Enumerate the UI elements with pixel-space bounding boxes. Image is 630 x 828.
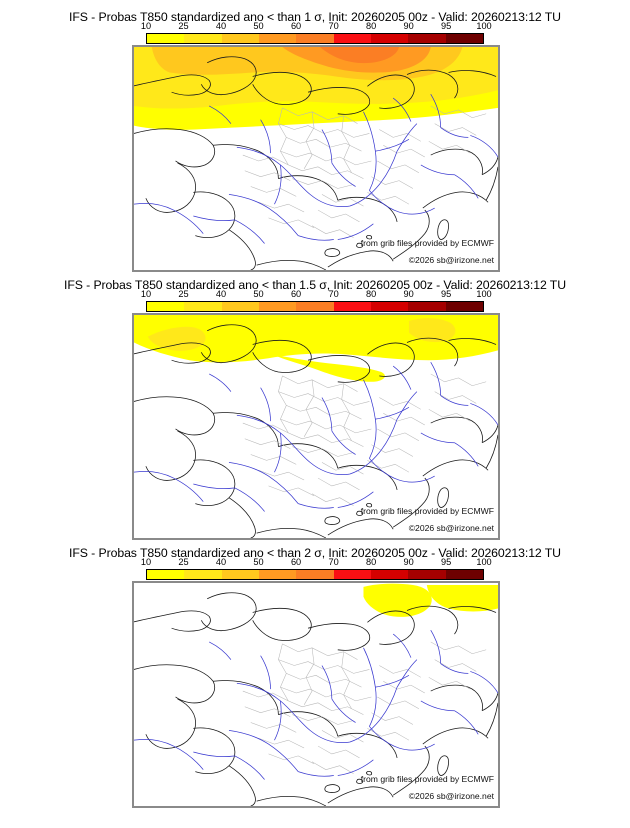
colorbar-tick-60: 60 bbox=[290, 289, 302, 299]
colorbar-swatch-8 bbox=[445, 302, 483, 311]
map-canvas-2[interactable]: from grib files provided by ECMWF ©2026 … bbox=[132, 313, 500, 540]
colorbar-swatch-6 bbox=[370, 570, 409, 579]
colorbar-swatch-1 bbox=[184, 570, 222, 579]
credit-copyright: ©2026 sb@irizone.net bbox=[408, 523, 494, 533]
colorbar-tick-100: 100 bbox=[476, 289, 492, 299]
colorbar-swatch-0 bbox=[147, 570, 185, 579]
colorbar-tick-95: 95 bbox=[441, 289, 452, 299]
colorbar-tick-100: 100 bbox=[476, 21, 492, 31]
colorbar-tick-70: 70 bbox=[328, 557, 339, 567]
colorbar-swatch-7 bbox=[408, 302, 446, 311]
colorbar-swatch-4 bbox=[296, 570, 334, 579]
colorbar-gradient bbox=[146, 33, 484, 44]
colorbar-tick-40: 40 bbox=[215, 557, 227, 567]
colorbar-tick-100: 100 bbox=[476, 557, 492, 567]
colorbar-swatch-5 bbox=[333, 34, 371, 43]
colorbar-swatch-0 bbox=[147, 34, 185, 43]
probability-shading-1 bbox=[134, 47, 498, 130]
panel-title: IFS - Probas T850 standardized ano < tha… bbox=[69, 546, 561, 560]
colorbar-tick-40: 40 bbox=[215, 21, 227, 31]
colorbar-swatch-6 bbox=[370, 302, 409, 311]
colorbar-swatch-1 bbox=[184, 302, 222, 311]
colorbar-tick-50: 50 bbox=[253, 21, 264, 31]
colorbar-tick-90: 90 bbox=[403, 557, 414, 567]
colorbar-swatch-7 bbox=[408, 34, 446, 43]
colorbar-swatch-3 bbox=[258, 570, 297, 579]
colorbar-tick-labels: 10 25 40 50 60 70 80 90 95 100 bbox=[141, 289, 492, 300]
coastline-layer-1 bbox=[134, 56, 498, 270]
credit-copyright: ©2026 sb@irizone.net bbox=[408, 791, 494, 801]
colorbar-swatch-5 bbox=[333, 302, 371, 311]
probability-shading-2 bbox=[134, 315, 498, 382]
colorbar-tick-80: 80 bbox=[365, 557, 377, 567]
island-layer-3 bbox=[324, 755, 449, 793]
colorbar-tick-10: 10 bbox=[140, 557, 152, 567]
colorbar-tick-70: 70 bbox=[328, 289, 339, 299]
colorbar-tick-25: 25 bbox=[178, 557, 189, 567]
colorbar-1: 10 25 40 50 60 70 80 90 95 100 bbox=[141, 21, 492, 44]
colorbar-tick-10: 10 bbox=[140, 21, 152, 31]
island-layer-2 bbox=[324, 487, 449, 525]
colorbar-2: 10 25 40 50 60 70 80 90 95 100 bbox=[141, 289, 492, 312]
map-svg-2 bbox=[134, 315, 498, 538]
island-layer-1 bbox=[324, 219, 449, 257]
admin-boundary-layer-1 bbox=[242, 105, 487, 238]
colorbar-swatch-6 bbox=[370, 34, 409, 43]
colorbar-swatch-3 bbox=[258, 34, 297, 43]
colorbar-swatch-4 bbox=[296, 34, 334, 43]
panel-title: IFS - Probas T850 standardized ano < tha… bbox=[69, 10, 561, 24]
river-layer-2 bbox=[134, 361, 498, 512]
colorbar-tick-95: 95 bbox=[441, 21, 452, 31]
colorbar-tick-70: 70 bbox=[328, 21, 339, 31]
colorbar-swatch-7 bbox=[408, 570, 446, 579]
map-svg-1 bbox=[134, 47, 498, 270]
coastline-layer-3 bbox=[134, 592, 498, 806]
colorbar-gradient bbox=[146, 569, 484, 580]
probability-shading-3 bbox=[363, 583, 498, 617]
colorbar-swatch-8 bbox=[445, 34, 483, 43]
colorbar-tick-90: 90 bbox=[403, 21, 414, 31]
colorbar-swatch-2 bbox=[221, 302, 259, 311]
colorbar-swatch-5 bbox=[333, 570, 371, 579]
credit-grib-source: from grib files provided by ECMWF bbox=[360, 506, 494, 516]
colorbar-swatch-1 bbox=[184, 34, 222, 43]
colorbar-tick-labels: 10 25 40 50 60 70 80 90 95 100 bbox=[141, 557, 492, 568]
colorbar-tick-90: 90 bbox=[403, 289, 414, 299]
colorbar-tick-80: 80 bbox=[365, 289, 377, 299]
panel-title: IFS - Probas T850 standardized ano < tha… bbox=[64, 278, 566, 292]
credit-grib-source: from grib files provided by ECMWF bbox=[360, 238, 494, 248]
colorbar-tick-25: 25 bbox=[178, 21, 189, 31]
colorbar-gradient bbox=[146, 301, 484, 312]
map-svg-3 bbox=[134, 583, 498, 806]
colorbar-tick-80: 80 bbox=[365, 21, 377, 31]
river-layer-3 bbox=[134, 629, 498, 780]
colorbar-tick-50: 50 bbox=[253, 289, 264, 299]
admin-boundary-layer-3 bbox=[242, 641, 487, 774]
river-layer-1 bbox=[134, 93, 498, 244]
colorbar-tick-50: 50 bbox=[253, 557, 264, 567]
colorbar-swatch-8 bbox=[445, 570, 483, 579]
coastline-layer-2 bbox=[134, 324, 498, 538]
colorbar-tick-25: 25 bbox=[178, 289, 189, 299]
admin-boundary-layer-2 bbox=[242, 373, 487, 506]
colorbar-3: 10 25 40 50 60 70 80 90 95 100 bbox=[141, 557, 492, 580]
colorbar-swatch-2 bbox=[221, 34, 259, 43]
map-canvas-1[interactable]: from grib files provided by ECMWF ©2026 … bbox=[132, 45, 500, 272]
colorbar-tick-95: 95 bbox=[441, 557, 452, 567]
map-canvas-3[interactable]: from grib files provided by ECMWF ©2026 … bbox=[132, 581, 500, 808]
colorbar-tick-60: 60 bbox=[290, 557, 302, 567]
colorbar-swatch-2 bbox=[221, 570, 259, 579]
colorbar-swatch-3 bbox=[258, 302, 297, 311]
colorbar-tick-10: 10 bbox=[140, 289, 152, 299]
colorbar-tick-labels: 10 25 40 50 60 70 80 90 95 100 bbox=[141, 21, 492, 32]
colorbar-swatch-0 bbox=[147, 302, 185, 311]
credit-grib-source: from grib files provided by ECMWF bbox=[360, 774, 494, 784]
colorbar-tick-40: 40 bbox=[215, 289, 227, 299]
credit-copyright: ©2026 sb@irizone.net bbox=[408, 255, 494, 265]
colorbar-tick-60: 60 bbox=[290, 21, 302, 31]
colorbar-swatch-4 bbox=[296, 302, 334, 311]
